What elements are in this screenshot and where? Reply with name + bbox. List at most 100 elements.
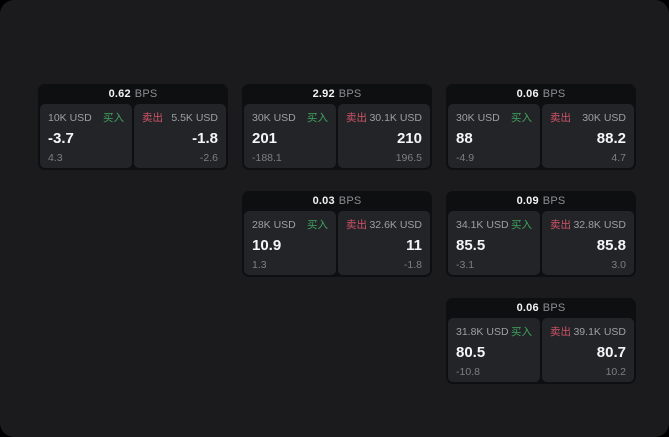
sell-price: 88.2 — [596, 130, 626, 148]
buy-tag: 买入 — [511, 219, 532, 231]
bps-value: 2.92 — [312, 88, 335, 100]
buy-panel[interactable]: 10K USD 买入 -3.7 4.3 — [40, 104, 132, 168]
sell-sub-value: 3.0 — [611, 258, 626, 271]
buy-price: 88 — [456, 130, 473, 148]
sell-tag: 卖出 — [550, 112, 571, 124]
quote-panels: 28K USD 买入 10.9 1.3 卖出 32.6K USD 11 -1.8 — [242, 211, 432, 277]
bps-header: 0.09 BPS — [446, 191, 636, 211]
sell-amount: 30.1K USD — [369, 111, 422, 124]
sell-amount: 5.5K USD — [171, 111, 218, 124]
sell-panel[interactable]: 卖出 5.5K USD -1.8 -2.6 — [134, 104, 226, 168]
bps-header: 0.03 BPS — [242, 191, 432, 211]
buy-sub-value: -188.1 — [252, 151, 282, 164]
bps-unit: BPS — [542, 88, 566, 100]
bps-unit: BPS — [542, 302, 566, 314]
buy-tag: 买入 — [511, 326, 532, 338]
buy-amount: 30K USD — [456, 111, 500, 124]
quote-panels: 30K USD 买入 201 -188.1 卖出 30.1K USD 210 1… — [242, 104, 432, 170]
bps-header: 0.62 BPS — [38, 84, 228, 104]
sell-panel[interactable]: 卖出 39.1K USD 80.7 10.2 — [542, 318, 634, 382]
buy-tag: 买入 — [511, 112, 532, 124]
sell-amount: 32.8K USD — [573, 218, 626, 231]
sell-sub-value: -1.8 — [403, 258, 422, 271]
buy-price: 10.9 — [252, 237, 282, 255]
bps-header: 0.06 BPS — [446, 84, 636, 104]
sell-price: 85.8 — [596, 237, 626, 255]
buy-sub-value: -3.1 — [456, 258, 475, 271]
sell-price: 11 — [406, 237, 422, 255]
quote-card: 2.92 BPS 30K USD 买入 201 -188.1 卖出 30.1K … — [242, 84, 432, 170]
buy-sub-value: -4.9 — [456, 151, 475, 164]
sell-sub-value: 4.7 — [611, 151, 626, 164]
quote-card: 0.62 BPS 10K USD 买入 -3.7 4.3 卖出 5.5K USD — [38, 84, 228, 170]
quote-card: 0.09 BPS 34.1K USD 买入 85.5 -3.1 卖出 32.8K… — [446, 191, 636, 277]
quote-panels: 34.1K USD 买入 85.5 -3.1 卖出 32.8K USD 85.8… — [446, 211, 636, 277]
quote-panels: 10K USD 买入 -3.7 4.3 卖出 5.5K USD -1.8 -2.… — [38, 104, 228, 170]
sell-tag: 卖出 — [550, 326, 571, 338]
sell-panel-top: 卖出 30K USD — [550, 110, 626, 125]
quote-card: 0.03 BPS 28K USD 买入 10.9 1.3 卖出 32.6K US… — [242, 191, 432, 277]
bps-header: 2.92 BPS — [242, 84, 432, 104]
buy-panel[interactable]: 28K USD 买入 10.9 1.3 — [244, 211, 336, 275]
sell-panel[interactable]: 卖出 32.6K USD 11 -1.8 — [338, 211, 430, 275]
bps-header: 0.06 BPS — [446, 298, 636, 318]
bps-unit: BPS — [542, 195, 566, 207]
buy-price: -3.7 — [48, 130, 74, 148]
sell-sub-value: 196.5 — [395, 151, 422, 164]
buy-price: 85.5 — [456, 237, 486, 255]
sell-panel[interactable]: 卖出 30.1K USD 210 196.5 — [338, 104, 430, 168]
buy-panel[interactable]: 34.1K USD 买入 85.5 -3.1 — [448, 211, 540, 275]
buy-amount: 34.1K USD — [456, 218, 509, 231]
buy-panel[interactable]: 30K USD 买入 88 -4.9 — [448, 104, 540, 168]
buy-panel-top: 30K USD 买入 — [456, 110, 532, 125]
bps-value: 0.06 — [516, 302, 539, 314]
buy-panel-top: 10K USD 买入 — [48, 110, 124, 125]
buy-tag: 买入 — [307, 112, 328, 124]
quote-card: 0.06 BPS 31.8K USD 买入 80.5 -10.8 卖出 39.1… — [446, 298, 636, 384]
buy-amount: 10K USD — [48, 111, 92, 124]
sell-panel[interactable]: 卖出 32.8K USD 85.8 3.0 — [542, 211, 634, 275]
buy-panel-top: 28K USD 买入 — [252, 217, 328, 232]
quote-panels: 30K USD 买入 88 -4.9 卖出 30K USD 88.2 4.7 — [446, 104, 636, 170]
bps-value: 0.09 — [516, 195, 539, 207]
bps-value: 0.03 — [312, 195, 335, 207]
sell-panel-top: 卖出 32.8K USD — [550, 217, 626, 232]
buy-tag: 买入 — [103, 112, 124, 124]
buy-panel[interactable]: 31.8K USD 买入 80.5 -10.8 — [448, 318, 540, 382]
sell-price: 210 — [396, 130, 422, 148]
sell-panel[interactable]: 卖出 30K USD 88.2 4.7 — [542, 104, 634, 168]
buy-panel-top: 30K USD 买入 — [252, 110, 328, 125]
sell-tag: 卖出 — [346, 219, 367, 231]
sell-panel-top: 卖出 32.6K USD — [346, 217, 422, 232]
sell-amount: 39.1K USD — [573, 325, 626, 338]
sell-panel-top: 卖出 39.1K USD — [550, 324, 626, 339]
buy-panel-top: 31.8K USD 买入 — [456, 324, 532, 339]
bps-unit: BPS — [338, 195, 362, 207]
buy-price: 80.5 — [456, 344, 486, 362]
sell-tag: 卖出 — [346, 112, 367, 124]
sell-tag: 卖出 — [142, 112, 163, 124]
buy-tag: 买入 — [307, 219, 328, 231]
buy-panel-top: 34.1K USD 买入 — [456, 217, 532, 232]
sell-amount: 32.6K USD — [369, 218, 422, 231]
bps-value: 0.62 — [108, 88, 131, 100]
quotes-grid: 0.62 BPS 10K USD 买入 -3.7 4.3 卖出 5.5K USD — [38, 84, 636, 384]
buy-sub-value: -10.8 — [456, 365, 480, 378]
sell-panel-top: 卖出 30.1K USD — [346, 110, 422, 125]
sell-sub-value: -2.6 — [199, 151, 218, 164]
quote-panels: 31.8K USD 买入 80.5 -10.8 卖出 39.1K USD 80.… — [446, 318, 636, 384]
buy-sub-value: 1.3 — [252, 258, 267, 271]
sell-amount: 30K USD — [582, 111, 626, 124]
buy-sub-value: 4.3 — [48, 151, 63, 164]
buy-amount: 28K USD — [252, 218, 296, 231]
buy-amount: 30K USD — [252, 111, 296, 124]
sell-sub-value: 10.2 — [605, 365, 626, 378]
buy-amount: 31.8K USD — [456, 325, 509, 338]
buy-price: 201 — [252, 130, 278, 148]
bps-value: 0.06 — [516, 88, 539, 100]
bps-unit: BPS — [134, 88, 158, 100]
sell-tag: 卖出 — [550, 219, 571, 231]
buy-panel[interactable]: 30K USD 买入 201 -188.1 — [244, 104, 336, 168]
sell-panel-top: 卖出 5.5K USD — [142, 110, 218, 125]
